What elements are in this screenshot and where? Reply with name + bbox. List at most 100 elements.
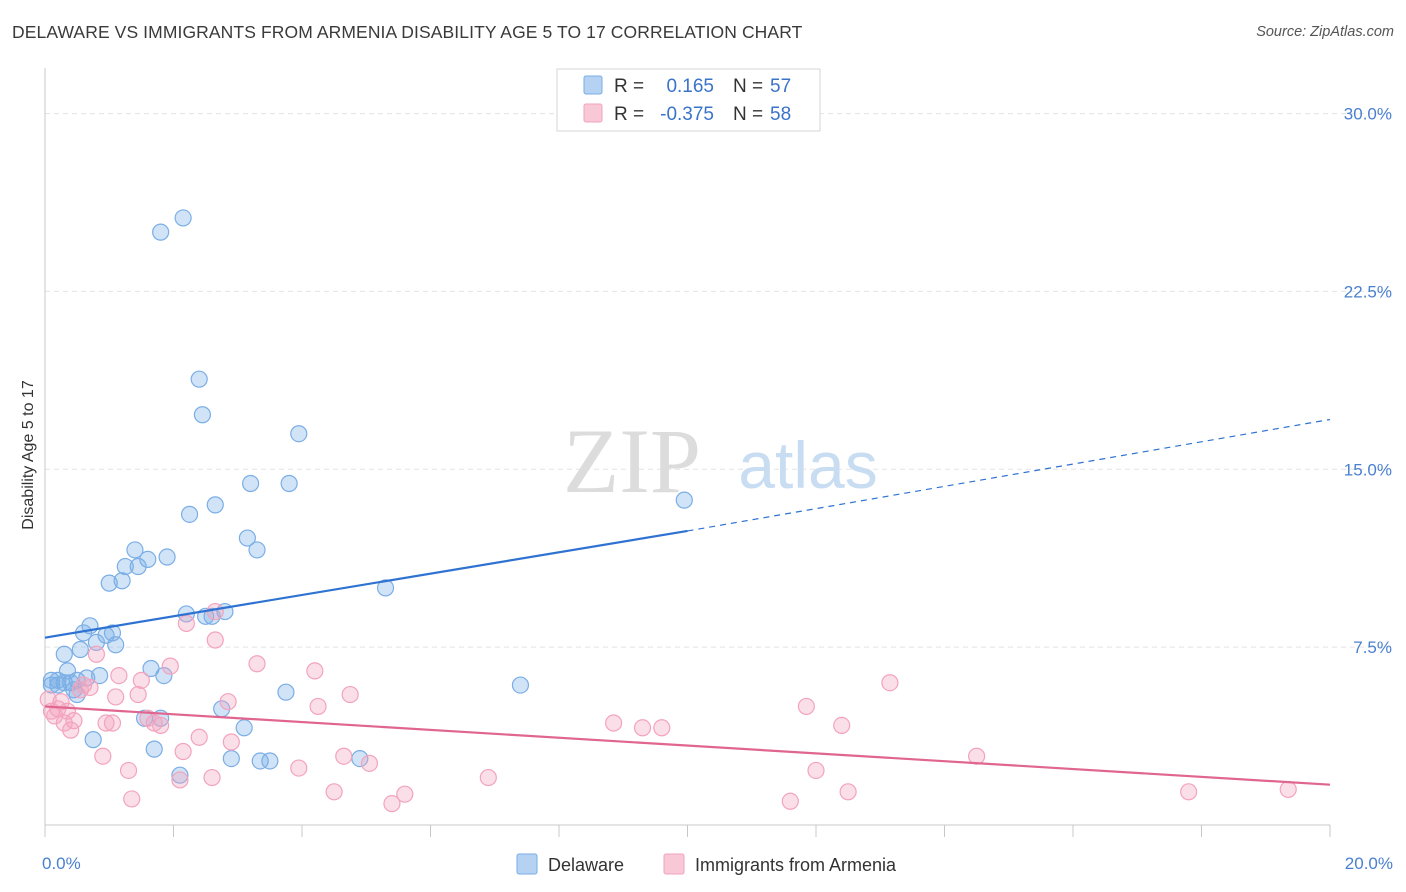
delaware-point-10: [68, 685, 86, 704]
legend-swatch-armenia: [583, 103, 603, 123]
armenia-point-54: [881, 674, 899, 692]
armenia-point-18: [119, 761, 138, 780]
delaware-point-29: [145, 740, 163, 758]
armenia-point-50: [797, 697, 815, 716]
armenia-point-7: [62, 721, 80, 739]
armenia-point-47: [633, 719, 652, 737]
delaware-point-19: [100, 574, 118, 592]
delaware-point-58: [675, 491, 693, 509]
delaware-point-16: [87, 633, 106, 652]
armenia-point-48: [653, 719, 671, 737]
delaware-point-53: [280, 474, 298, 493]
x-tick-label-right: 20.0%: [1345, 854, 1393, 873]
series-legend: Delaware Immigrants from Armenia: [516, 853, 897, 875]
armenia-point-56: [1180, 783, 1198, 801]
legend-r-label-1: R =: [614, 76, 644, 97]
delaware-point-48: [242, 474, 260, 493]
source-label: Source: ZipAtlas.com: [1256, 24, 1394, 40]
armenia-point-17: [110, 666, 128, 685]
armenia-point-29: [190, 728, 208, 746]
armenia-point-43: [383, 795, 401, 813]
armenia-point-37: [306, 662, 324, 680]
delaware-point-38: [190, 370, 208, 388]
delaware-point-23: [116, 557, 134, 576]
trend-lines: [44, 418, 1331, 786]
armenia-point-51: [807, 761, 825, 780]
armenia-point-57: [1279, 780, 1297, 799]
armenia-point-25: [161, 657, 179, 675]
legend-n-value-2: 58: [770, 104, 791, 125]
y-axis-label: Disability Age 5 to 17: [20, 380, 37, 530]
tick-labels: 7.5% 15.0% 22.5% 30.0% 0.0% 20.0%: [42, 105, 1393, 873]
armenia-point-11: [81, 678, 99, 697]
legend-n-label-2: N =: [733, 104, 763, 125]
armenia-point-35: [248, 655, 266, 673]
delaware-point-49: [248, 541, 266, 559]
armenia-point-13: [94, 747, 112, 765]
delaware-point-25: [129, 557, 147, 576]
armenia-point-28: [177, 614, 195, 633]
delaware-point-57: [511, 676, 530, 694]
delaware-point-17: [91, 666, 109, 685]
delaware-trend-extension: [687, 418, 1331, 532]
delaware-point-28: [142, 659, 160, 678]
chart-title: DELAWARE VS IMMIGRANTS FROM ARMENIA DISA…: [12, 22, 803, 42]
delaware-point-39: [193, 406, 212, 424]
armenia-point-15: [103, 714, 122, 732]
armenia-point-52: [833, 716, 851, 735]
armenia-point-39: [325, 783, 343, 801]
armenia-point-21: [132, 671, 150, 689]
armenia-point-34: [222, 733, 240, 751]
legend-r-value-2: -0.375: [660, 104, 714, 125]
armenia-point-19: [123, 790, 141, 808]
armenia-point-32: [206, 602, 224, 621]
armenia-point-44: [396, 785, 414, 803]
delaware-point-37: [180, 505, 199, 523]
delaware-point-32: [152, 223, 170, 241]
legend-n-label-1: N =: [733, 76, 763, 97]
armenia-point-24: [152, 716, 170, 735]
delaware-point-15: [84, 731, 102, 749]
armenia-point-12: [87, 645, 106, 663]
y-tick-label-1: 15.0%: [1344, 460, 1392, 479]
delaware-point-24: [126, 541, 144, 559]
armenia-point-8: [65, 712, 83, 730]
series-points-armenia: [39, 602, 1297, 813]
delaware-point-42: [206, 496, 224, 514]
correlation-legend: R = 0.165 N = 57 R = -0.375 N = 58: [556, 68, 821, 132]
legend-r-label-2: R =: [614, 104, 644, 125]
axes: [44, 68, 1331, 837]
watermark-atlas: atlas: [738, 428, 877, 502]
legend-swatch-delaware: [583, 75, 603, 95]
delaware-point-31: [155, 666, 173, 685]
armenia-point-4: [52, 693, 70, 711]
armenia-point-14: [97, 714, 115, 732]
delaware-point-47: [238, 529, 256, 547]
delaware-point-56: [376, 579, 395, 597]
bottom-legend-delaware: Delaware: [548, 855, 624, 875]
delaware-point-41: [203, 607, 221, 625]
y-tick-label-3: 30.0%: [1344, 105, 1392, 124]
delaware-point-45: [222, 749, 240, 768]
legend-r-value-1: 0.165: [666, 76, 714, 97]
armenia-point-30: [203, 768, 221, 787]
delaware-point-11: [71, 640, 89, 659]
armenia-point-53: [839, 783, 857, 801]
armenia-point-38: [309, 697, 327, 716]
delaware-point-46: [235, 719, 253, 737]
delaware-point-52: [277, 683, 295, 701]
armenia-point-16: [107, 688, 125, 706]
armenia-point-36: [290, 759, 308, 777]
delaware-point-33: [158, 548, 176, 566]
legend-n-value-1: 57: [770, 76, 791, 97]
delaware-point-35: [174, 209, 192, 227]
bottom-legend-armenia: Immigrants from Armenia: [695, 855, 897, 875]
armenia-trend-line: [44, 705, 1331, 786]
y-tick-label-2: 22.5%: [1344, 282, 1392, 301]
armenia-point-46: [605, 714, 623, 732]
armenia-point-33: [219, 693, 237, 711]
x-tick-label-left: 0.0%: [42, 854, 81, 873]
delaware-point-22: [113, 572, 131, 590]
bottom-legend-swatch-armenia: [663, 853, 685, 875]
